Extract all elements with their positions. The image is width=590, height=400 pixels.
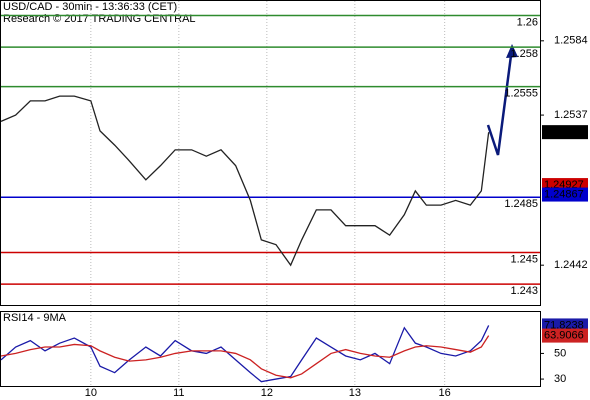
price-box-label: 1.25262 (544, 126, 584, 138)
rsi-panel (0, 311, 541, 387)
price-box-label: 71.8238 (544, 319, 584, 331)
y-tick-label: 30 (554, 373, 566, 385)
series-line (0, 335, 490, 379)
chart-subtitle: Research © 2017 TRADING CENTRAL (3, 13, 196, 25)
x-tick-label: 11 (173, 387, 184, 399)
x-tick-label: 16 (439, 387, 451, 399)
level-label: 1.2555 (504, 88, 538, 100)
y-tick-label: 1.2584 (554, 35, 588, 47)
level-label: 1.243 (510, 285, 538, 297)
series-line (0, 325, 490, 383)
price-box (542, 187, 588, 202)
projection-arrow (486, 47, 514, 156)
price-box-label: 1.24867 (544, 188, 584, 200)
chart-title: USD/CAD - 30min - 13:36:33 (CET) (3, 1, 177, 13)
price-box (542, 328, 588, 343)
y-tick-label: 1.2442 (554, 259, 588, 271)
projection-arrow-head (506, 44, 518, 58)
series-line (0, 95, 490, 267)
y-tick-label: 50 (554, 347, 566, 359)
level-label: 1.2485 (504, 198, 538, 210)
x-tick-label: 13 (349, 387, 361, 399)
level-label: 1.26 (517, 16, 538, 28)
x-tick-label: 12 (261, 387, 273, 399)
level-label: 1.245 (510, 253, 538, 265)
price-box-label: 63.9066 (544, 329, 584, 341)
price-panel (0, 0, 541, 306)
rsi-title: RSI14 - 9MA (3, 312, 67, 324)
x-tick-label: 10 (85, 387, 97, 399)
level-label: 1.258 (510, 48, 538, 60)
price-box (542, 125, 588, 140)
y-tick-label: 1.2537 (554, 109, 588, 121)
